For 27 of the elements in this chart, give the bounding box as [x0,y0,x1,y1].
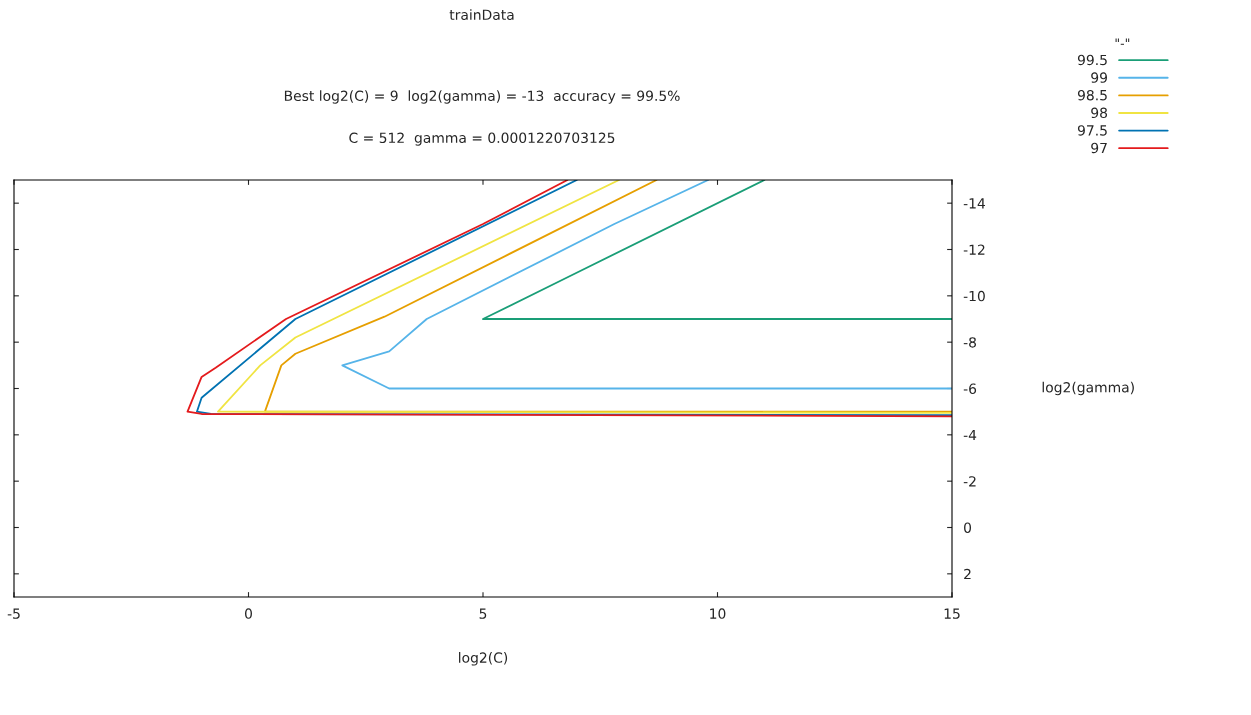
x-tick-label: -5 [7,608,20,619]
line-series [341,180,952,390]
y-tick-label: -4 [963,429,977,441]
text: C = 512 gamma = 0.0001220703125 [349,132,615,146]
y-axis-title: log2(gamma) [1042,381,1134,396]
x-tick-label: 0 [245,608,252,619]
y-tick-label: -12 [963,244,985,255]
legend-label: 99 [1091,72,1108,83]
y-tick-label: -10 [963,290,985,302]
y-tick-label: 0 [964,522,972,533]
x-tick-label: 5 [479,608,487,619]
x-axis-title: log2(C) [459,652,508,666]
y-tick-label: -6 [963,383,977,394]
legend-label: 98 [1091,107,1108,119]
x-tick-label: 10 [710,608,726,619]
y-tick-label: -8 [963,337,977,348]
legend-label: 98.5 [1077,89,1107,101]
legend-label: 99.5 [1077,54,1107,66]
y-tick-label: -14 [963,198,986,209]
chart-title: trainData [449,9,514,21]
chart-subtitle: Best log2(C) = 9 log2(gamma) = -13 accuracy = 99.5% [284,90,680,104]
x-tick-label: 15 [944,608,960,619]
legend-label: 97 [1091,142,1107,154]
y-tick-label: -2 [963,476,976,487]
y-tick-label: 2 [964,568,971,580]
legend-label: 97.5 [1077,125,1107,136]
legend-title: "-" [1115,38,1130,45]
